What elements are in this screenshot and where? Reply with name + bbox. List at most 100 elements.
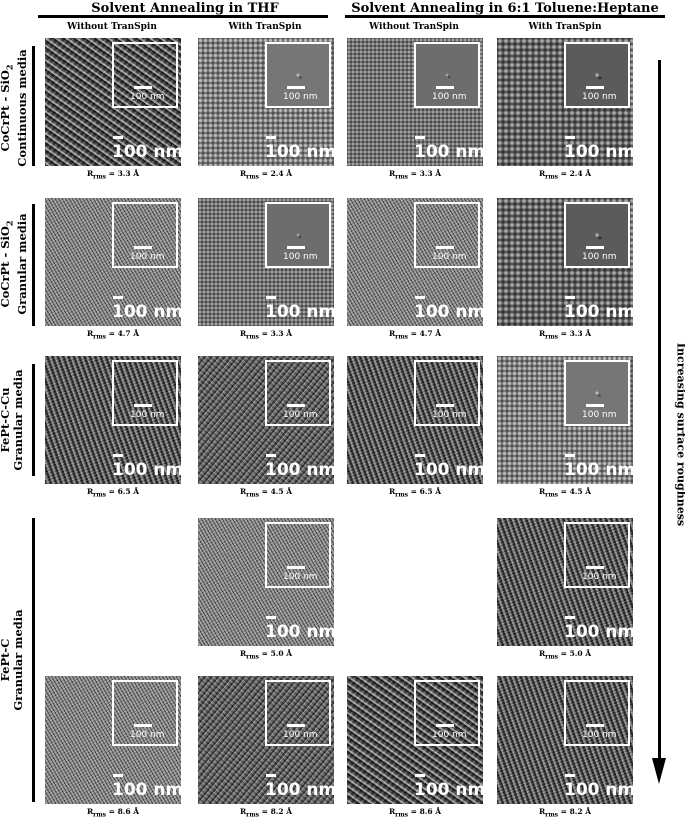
scale-bar	[565, 296, 575, 299]
row-bar-2	[32, 204, 35, 326]
sem-micrograph: 100 nm 100 nm	[45, 198, 181, 326]
inset-scale-label: 100 nm	[582, 730, 617, 740]
scale-bar-label: 100 nm	[265, 460, 334, 480]
rms-roughness-caption: Rrms = 6.5 Å	[86, 487, 140, 499]
sem-micrograph: 100 nm 100 nm	[198, 518, 334, 646]
sem-micrograph: 100 nm 100 nm	[198, 198, 334, 326]
rms-roughness-caption: Rrms = 4.5 Å	[538, 487, 592, 499]
inset-scale-bar	[436, 404, 454, 407]
rms-roughness-caption: Rrms = 4.7 Å	[388, 329, 442, 341]
rms-roughness-caption: Rrms = 3.3 Å	[388, 169, 442, 181]
magnified-inset: 100 nm	[265, 360, 331, 426]
scale-bar	[266, 136, 276, 139]
sem-micrograph: 100 nm 100 nm	[497, 518, 633, 646]
rms-roughness-caption: Rrms = 8.6 Å	[86, 807, 140, 819]
row-bar-1	[32, 46, 35, 166]
scale-bar-label: 100 nm	[265, 142, 334, 162]
rms-roughness-caption: Rrms = 5.0 Å	[538, 649, 592, 661]
inset-scale-bar	[287, 404, 305, 407]
inset-scale-label: 100 nm	[582, 572, 617, 582]
scale-bar	[113, 774, 123, 777]
scale-bar	[113, 136, 123, 139]
row-bar-3	[32, 364, 35, 476]
sem-panel-r2-c1: 100 nm 100 nm Rrms = 4.7 Å	[45, 198, 181, 342]
inset-scale-bar	[436, 724, 454, 727]
sem-panel-r1-c2: 100 nm 100 nm Rrms = 2.4 Å	[198, 38, 334, 182]
scale-bar	[266, 616, 276, 619]
scale-bar	[415, 296, 425, 299]
scale-bar-label: 100 nm	[564, 302, 633, 322]
sem-panel-r2-c4: 100 nm 100 nm Rrms = 3.3 Å	[497, 198, 633, 342]
magnified-inset: 100 nm	[112, 202, 178, 268]
column-header-3: Without TranSpin	[369, 22, 459, 32]
scale-bar-label: 100 nm	[564, 142, 633, 162]
rms-roughness-caption: Rrms = 2.4 Å	[239, 169, 293, 181]
sem-panel-r1-c1: 100 nm 100 nm Rrms = 3.3 Å	[45, 38, 181, 182]
scale-bar-label: 100 nm	[564, 780, 633, 800]
inset-scale-bar	[287, 246, 305, 249]
scale-bar-label: 100 nm	[265, 302, 334, 322]
inset-scale-bar	[436, 86, 454, 89]
rms-roughness-caption: Rrms = 8.2 Å	[538, 807, 592, 819]
sem-micrograph: 100 nm 100 nm	[198, 676, 334, 804]
inset-scale-bar	[586, 246, 604, 249]
scale-bar-label: 100 nm	[414, 780, 483, 800]
sem-micrograph: 100 nm 100 nm	[198, 356, 334, 484]
row-bar-4	[32, 518, 35, 802]
magnified-inset: 100 nm	[414, 680, 480, 746]
scale-bar	[266, 774, 276, 777]
magnified-inset: 100 nm	[112, 360, 178, 426]
sem-panel-r4-c4: 100 nm 100 nm Rrms = 5.0 Å	[497, 518, 633, 662]
inset-scale-bar	[134, 246, 152, 249]
inset-scale-bar	[586, 566, 604, 569]
magnified-inset: 100 nm	[414, 202, 480, 268]
scale-bar	[565, 774, 575, 777]
inset-scale-label: 100 nm	[432, 252, 467, 262]
inset-scale-label: 100 nm	[432, 92, 467, 102]
scale-bar	[565, 136, 575, 139]
scale-bar-label: 100 nm	[414, 302, 483, 322]
magnified-inset: 100 nm	[564, 360, 630, 426]
magnified-inset: 100 nm	[265, 42, 331, 108]
inset-scale-label: 100 nm	[283, 252, 318, 262]
group-title-thf: Solvent Annealing in THF	[91, 1, 279, 16]
sem-micrograph: 100 nm 100 nm	[347, 356, 483, 484]
rms-roughness-caption: Rrms = 3.3 Å	[86, 169, 140, 181]
inset-scale-label: 100 nm	[283, 730, 318, 740]
sem-micrograph: 100 nm 100 nm	[45, 676, 181, 804]
sem-micrograph: 100 nm 100 nm	[198, 38, 334, 166]
sem-panel-r1-c4: 100 nm 100 nm Rrms = 2.4 Å	[497, 38, 633, 182]
magnified-inset: 100 nm	[414, 360, 480, 426]
sem-panel-r3-c1: 100 nm 100 nm Rrms = 6.5 Å	[45, 356, 181, 500]
inset-scale-label: 100 nm	[582, 252, 617, 262]
column-header-1: Without TranSpin	[67, 22, 157, 32]
inset-scale-bar	[134, 724, 152, 727]
rms-roughness-caption: Rrms = 4.5 Å	[239, 487, 293, 499]
group-rule-toluene	[345, 15, 665, 18]
magnified-inset: 100 nm	[564, 680, 630, 746]
sem-panel-r1-c3: 100 nm 100 nm Rrms = 3.3 Å	[347, 38, 483, 182]
sem-micrograph: 100 nm 100 nm	[347, 38, 483, 166]
magnified-inset: 100 nm	[265, 680, 331, 746]
scale-bar-label: 100 nm	[265, 780, 334, 800]
inset-scale-bar	[287, 724, 305, 727]
scale-bar-label: 100 nm	[414, 460, 483, 480]
column-header-4: With TranSpin	[528, 22, 602, 32]
inset-scale-bar	[586, 724, 604, 727]
scale-bar-label: 100 nm	[112, 780, 181, 800]
inset-scale-label: 100 nm	[582, 92, 617, 102]
scale-bar	[113, 454, 123, 457]
row-label-fept-c-cu: FePt-C-Cu Granular media	[0, 369, 25, 471]
group-rule-thf	[38, 15, 328, 18]
inset-scale-label: 100 nm	[130, 410, 165, 420]
magnified-inset: 100 nm	[564, 522, 630, 588]
inset-scale-label: 100 nm	[432, 410, 467, 420]
scale-bar-label: 100 nm	[112, 302, 181, 322]
rms-roughness-caption: Rrms = 3.3 Å	[538, 329, 592, 341]
scale-bar	[415, 774, 425, 777]
sem-panel-r3-c3: 100 nm 100 nm Rrms = 6.5 Å	[347, 356, 483, 500]
scale-bar	[415, 454, 425, 457]
magnified-inset: 100 nm	[265, 522, 331, 588]
sem-micrograph: 100 nm 100 nm	[497, 198, 633, 326]
magnified-inset: 100 nm	[564, 202, 630, 268]
